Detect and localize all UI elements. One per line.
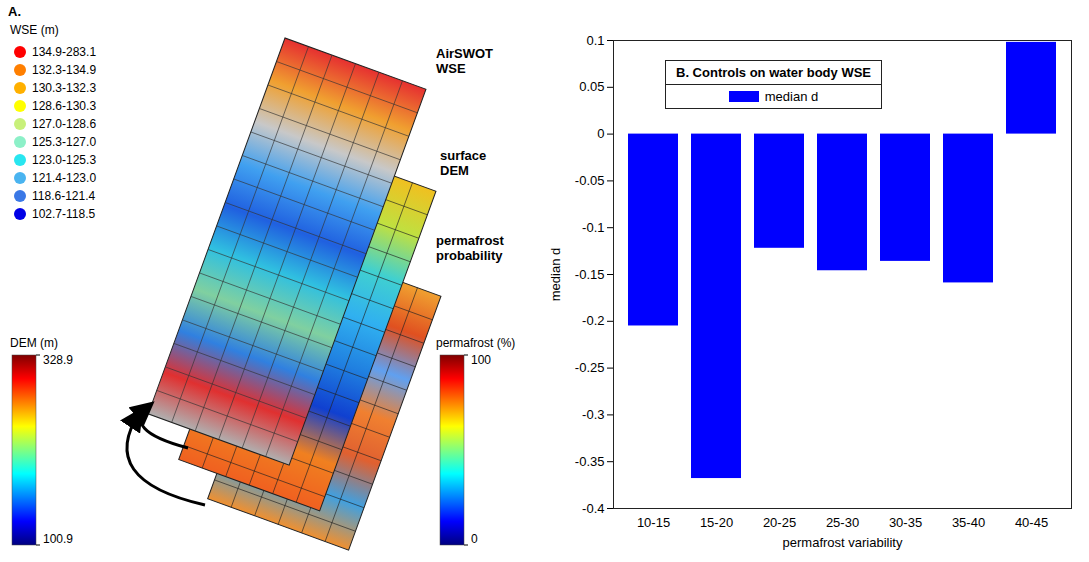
svg-text:328.9: 328.9: [43, 353, 73, 367]
svg-text:WSE (m): WSE (m): [10, 23, 59, 37]
svg-text:125.3-127.0: 125.3-127.0: [32, 135, 96, 149]
svg-text:102.7-118.5: 102.7-118.5: [32, 207, 95, 221]
svg-text:-0.2: -0.2: [582, 313, 604, 328]
html-text:median d: median d: [764, 89, 819, 104]
svg-text:0: 0: [597, 126, 604, 141]
svg-text:DEM (m): DEM (m): [10, 336, 58, 350]
svg-text:permafrost (%): permafrost (%): [436, 336, 515, 350]
svg-text:-0.1: -0.1: [582, 220, 604, 235]
svg-text:128.6-130.3: 128.6-130.3: [32, 99, 96, 113]
svg-text:20-25: 20-25: [763, 515, 796, 530]
svg-text:-0.4: -0.4: [582, 501, 604, 516]
svg-text:35-40: 35-40: [952, 515, 985, 530]
svg-text:-0.05: -0.05: [575, 173, 605, 188]
svg-text:0.05: 0.05: [579, 79, 604, 94]
html-text:B. Controls on water body WSE: B. Controls on water body WSE: [676, 65, 871, 80]
svg-text:30-35: 30-35: [889, 515, 922, 530]
svg-text:AirSWOTWSE: AirSWOTWSE: [436, 46, 493, 76]
svg-text:25-30: 25-30: [826, 515, 859, 530]
svg-text:40-45: 40-45: [1015, 515, 1048, 530]
svg-text:130.3-132.3: 130.3-132.3: [32, 81, 96, 95]
svg-text:127.0-128.6: 127.0-128.6: [32, 117, 96, 131]
svg-text:10-15: 10-15: [637, 515, 670, 530]
svg-text:-0.25: -0.25: [575, 360, 605, 375]
svg-text:-0.3: -0.3: [582, 407, 604, 422]
svg-text:-0.15: -0.15: [575, 267, 605, 282]
svg-text:132.3-134.9: 132.3-134.9: [32, 63, 96, 77]
svg-text:121.4-123.0: 121.4-123.0: [32, 171, 96, 185]
svg-text:A.: A.: [8, 4, 21, 19]
svg-text:-0.35: -0.35: [575, 454, 605, 469]
svg-text:100: 100: [471, 353, 491, 367]
svg-text:15-20: 15-20: [700, 515, 733, 530]
svg-text:134.9-283.1: 134.9-283.1: [32, 45, 96, 59]
svg-text:118.6-121.4: 118.6-121.4: [32, 189, 95, 203]
svg-text:0.1: 0.1: [586, 33, 604, 48]
svg-text:surfaceDEM: surfaceDEM: [440, 148, 486, 178]
svg-text:permafrostprobability: permafrostprobability: [436, 233, 505, 263]
svg-text:permafrost variability: permafrost variability: [783, 535, 903, 550]
svg-text:0: 0: [471, 532, 478, 546]
svg-text:median d: median d: [548, 248, 563, 301]
svg-text:100.9: 100.9: [43, 532, 73, 546]
svg-text:123.0-125.3: 123.0-125.3: [32, 153, 96, 167]
